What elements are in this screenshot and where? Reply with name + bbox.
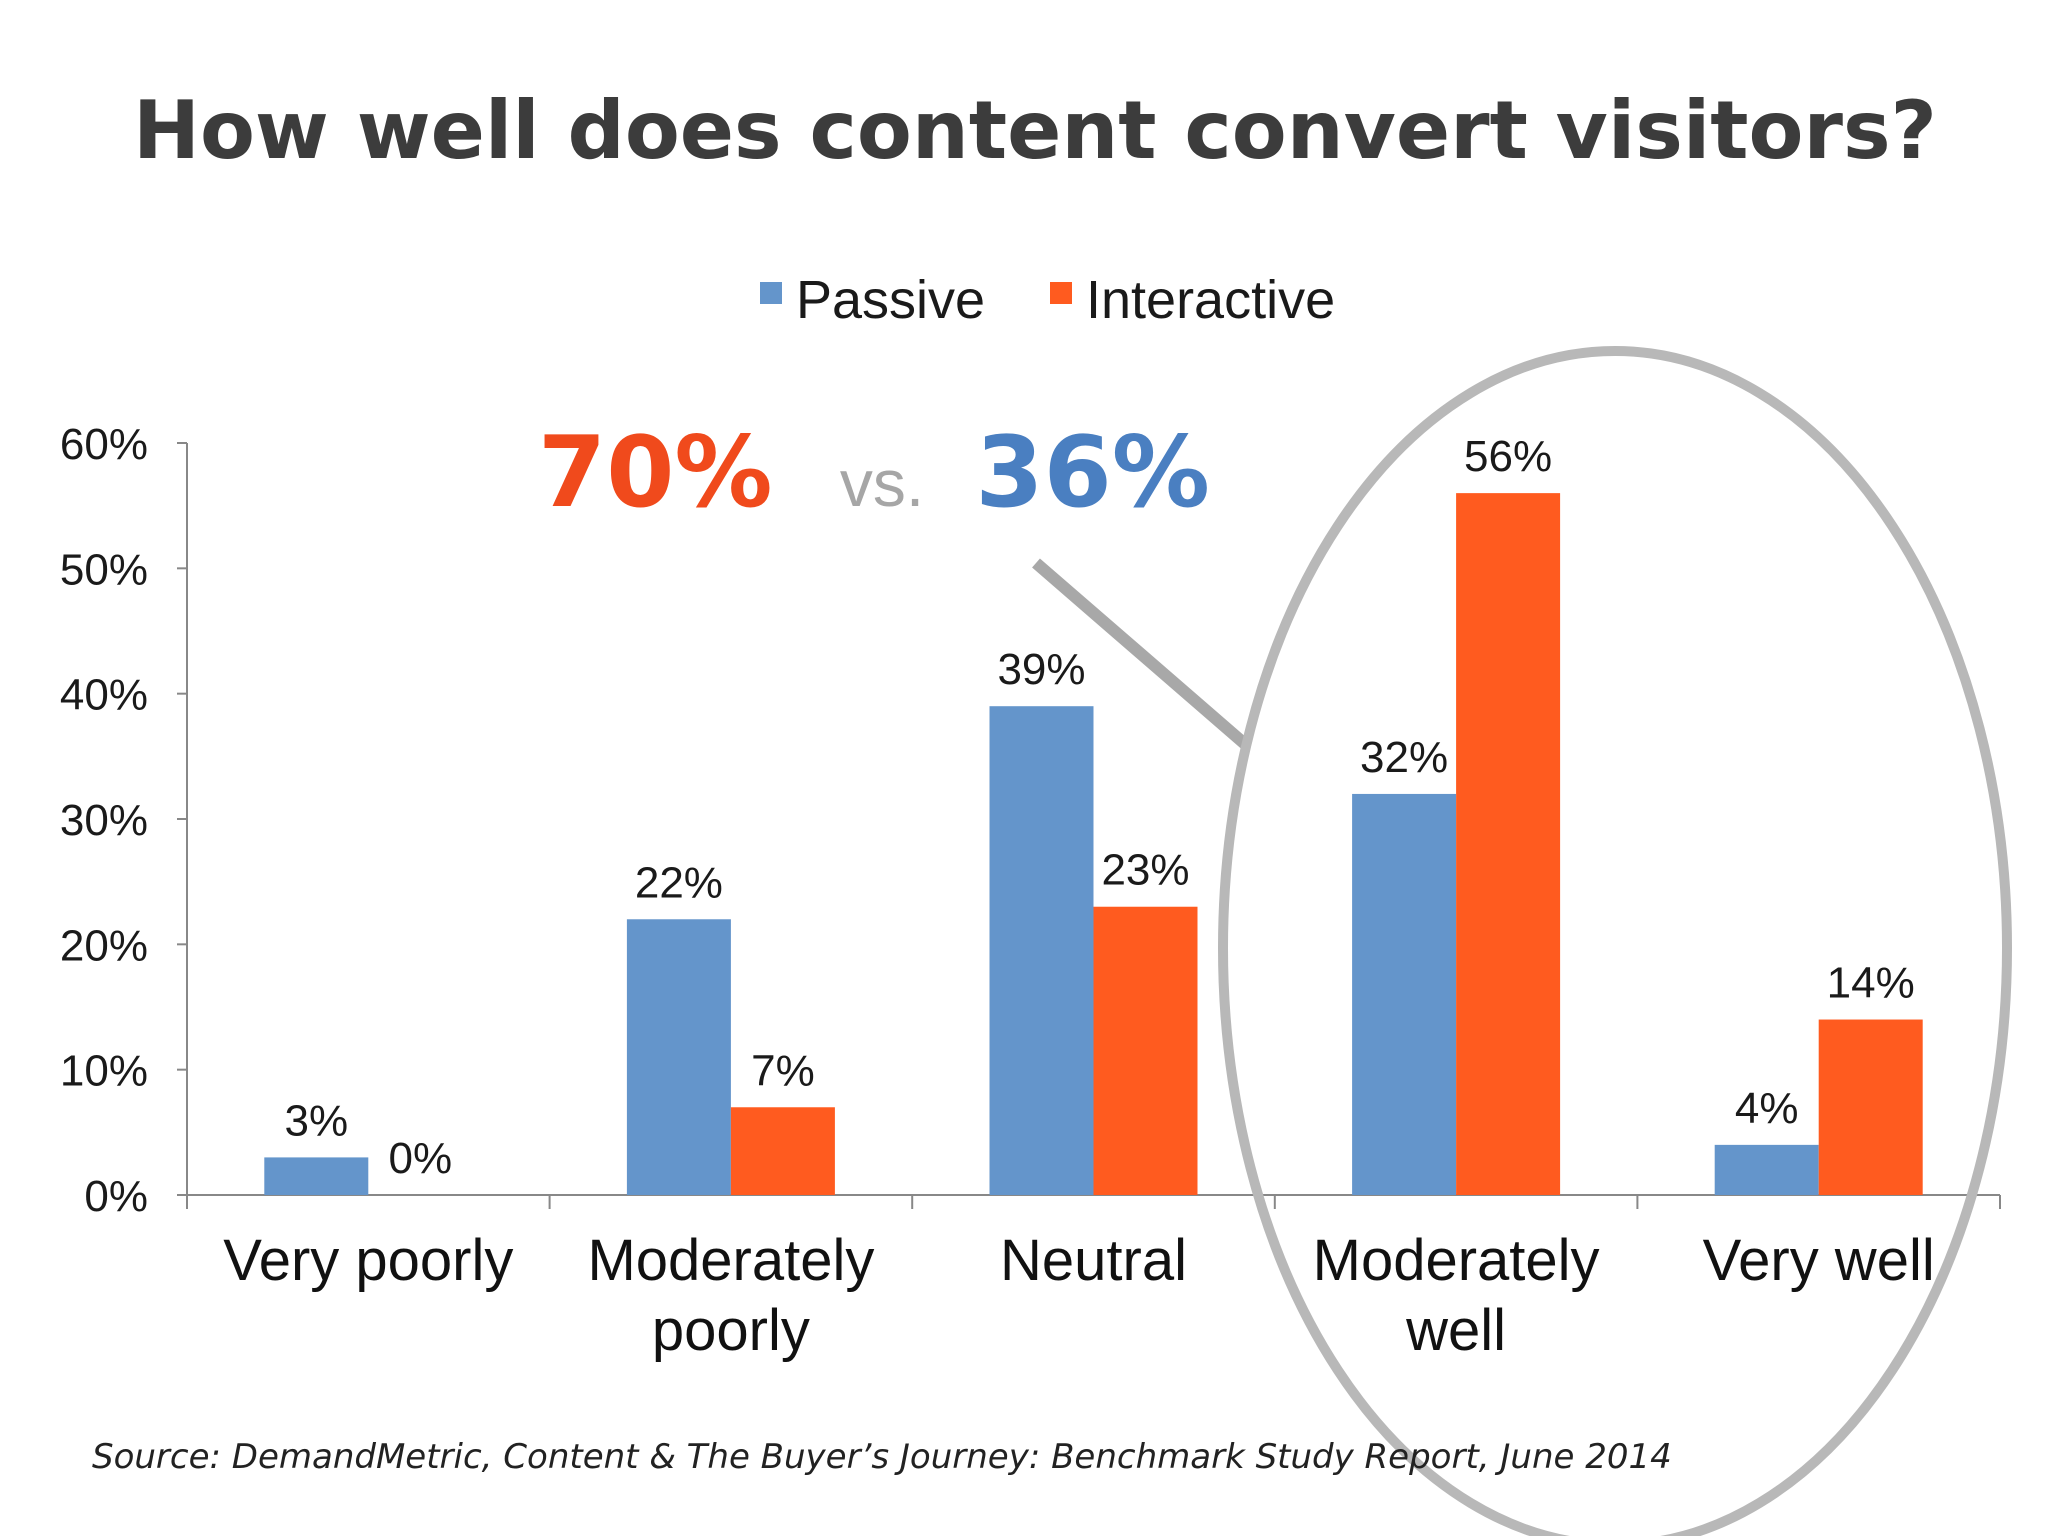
- bar-passive: [1714, 1144, 1819, 1195]
- value-labels: 3% 0% 22% 7% 39% 23% 32% 56% 4% 14%: [285, 432, 1915, 1183]
- bar-interactive: [1456, 493, 1561, 1196]
- category-label: Moderately poorly: [587, 1228, 874, 1363]
- callout-vs: vs.: [840, 446, 924, 520]
- bar-interactive: [730, 1107, 835, 1195]
- value-label: 23%: [1101, 846, 1189, 895]
- value-label: 7%: [751, 1046, 815, 1095]
- legend-swatch-interactive: [1050, 282, 1072, 304]
- bars: [264, 493, 1923, 1196]
- y-tick-label: 20%: [60, 921, 148, 970]
- y-tick-label: 40%: [60, 671, 148, 720]
- value-label: 4%: [1735, 1084, 1799, 1133]
- legend-label-interactive: Interactive: [1086, 270, 1335, 330]
- bar-passive: [626, 919, 731, 1195]
- callout-interactive-value: 70%: [538, 416, 773, 530]
- category-label: Very well: [1703, 1228, 1935, 1293]
- value-label: 22%: [635, 858, 723, 907]
- value-label: 3%: [285, 1096, 349, 1145]
- value-label: 39%: [997, 645, 1085, 694]
- category-label: Neutral: [1000, 1228, 1187, 1293]
- bar-interactive: [1093, 906, 1198, 1195]
- source-note: Source: DemandMetric, Content & The Buye…: [92, 1437, 1672, 1477]
- callout-pointer-line: [1032, 558, 1250, 750]
- y-tick-labels: 0% 10% 20% 30% 40% 50% 60%: [60, 420, 148, 1221]
- chart-title: How well does content convert visitors?: [133, 84, 1937, 177]
- bar-passive: [989, 706, 1094, 1195]
- value-label: 32%: [1360, 733, 1448, 782]
- legend: Passive Interactive: [760, 270, 1335, 330]
- bar-interactive: [1818, 1019, 1923, 1195]
- value-label: 56%: [1464, 432, 1552, 481]
- y-tick-label: 30%: [60, 796, 148, 845]
- callout-headline: 70% vs. 36%: [538, 416, 1210, 530]
- legend-swatch-passive: [760, 282, 782, 304]
- bar-passive: [264, 1157, 369, 1195]
- y-tick-label: 10%: [60, 1047, 148, 1096]
- y-tick-label: 50%: [60, 545, 148, 594]
- highlight-ellipse: [1218, 346, 2012, 1536]
- legend-label-passive: Passive: [796, 270, 985, 330]
- y-tick-label: 60%: [60, 420, 148, 469]
- callout-passive-value: 36%: [975, 416, 1210, 530]
- y-tick-label: 0%: [84, 1172, 148, 1221]
- value-label: 14%: [1827, 959, 1915, 1008]
- category-labels: Very poorly Moderately poorly Neutral Modera…: [223, 1228, 1935, 1363]
- value-label: 0%: [389, 1134, 453, 1183]
- category-label: Moderately well: [1313, 1228, 1600, 1363]
- category-label: Very poorly: [223, 1228, 513, 1293]
- bar-passive: [1352, 793, 1457, 1195]
